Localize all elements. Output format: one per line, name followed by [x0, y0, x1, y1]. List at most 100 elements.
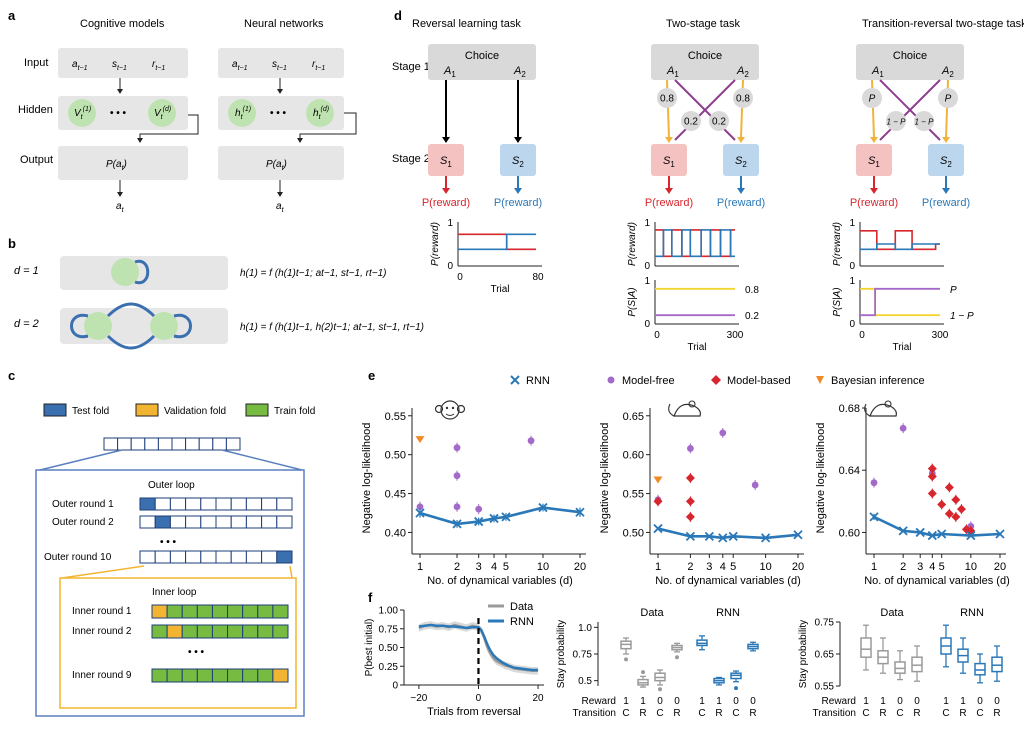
- model-free-point: [453, 444, 461, 452]
- y-axis-label: Negative log-likelihood: [361, 423, 373, 534]
- S2-label: S2: [512, 155, 524, 169]
- ytick-0: 0: [644, 319, 650, 330]
- ellipsis-nn: • • •: [270, 108, 287, 119]
- c-outer-round-2-label: Outer round 2: [52, 517, 114, 528]
- common-arrowhead-2: [737, 137, 745, 143]
- S1-label: S1: [868, 155, 880, 169]
- rnn-point: [728, 531, 738, 541]
- rat-icon: [668, 400, 701, 417]
- transition-arrowhead-1: [442, 137, 450, 143]
- box-iqr: [991, 656, 1003, 673]
- y-tick-label: 0.50: [623, 527, 644, 539]
- legend-label-rnn: RNN: [510, 616, 534, 628]
- c-outer-ellipsis: • • •: [160, 537, 177, 548]
- x-axis-label: No. of dynamical variables (d): [427, 575, 573, 587]
- rnn-line: [657, 527, 799, 540]
- choice-box: [651, 44, 759, 80]
- c-inner-round-9-fold-cell: [227, 668, 244, 683]
- d-task-diagrams: Choice A1 A2 S1 S2 P(reward) P(reward) Choice A1…: [422, 44, 970, 209]
- col2-title: Neural networks: [244, 18, 324, 30]
- reward-arrowhead-S2: [514, 188, 522, 194]
- b-cross-arc-bottom: [106, 334, 156, 350]
- input-s-nn: st−1: [272, 59, 287, 72]
- transition-value: C: [698, 708, 705, 719]
- c-outer-round-10-fold-cell: [200, 550, 217, 564]
- d-diagram-3: Choice A1 A2 S1 S2 P(reward) P(reward) P 1 − P 1 …: [850, 44, 970, 209]
- reward-value: 1: [863, 696, 869, 707]
- x-tick-label: 4: [720, 561, 726, 573]
- c-inner-loop-frame: [59, 577, 297, 709]
- x-tick-label: 1: [417, 561, 423, 573]
- group-title-data: Data: [640, 607, 664, 619]
- rnn-point: [898, 526, 908, 536]
- c-outer-round-10-fold-cell: [169, 550, 187, 564]
- reward-arrowhead-S1: [442, 188, 450, 194]
- c-dataset-fold-cell: [171, 437, 187, 451]
- legend-label-data: Data: [510, 601, 534, 613]
- x-tick-label: 3: [706, 561, 712, 573]
- series-line-rnn: [418, 623, 539, 672]
- c-inner-round-9-fold-cell: [196, 668, 213, 683]
- reward-value: 1: [960, 696, 966, 707]
- ellipsis-cog: • • •: [110, 108, 127, 119]
- model-based-point: [685, 512, 695, 522]
- xtick-80: 80: [532, 272, 544, 283]
- model-based-point: [927, 489, 937, 499]
- d-two-plots: 1 0 P(reward) 1 0 P(S|A) 0.8 0.2 0 300 Trial: [627, 218, 759, 353]
- reward-prob-line-red: [458, 233, 536, 251]
- x-tick-label: 20: [574, 561, 586, 573]
- transition-prob-circle: [914, 111, 934, 131]
- col1-title: Cognitive models: [80, 18, 165, 30]
- x-tick-label: 1: [655, 561, 661, 573]
- transition-prob-label: 0.2: [712, 117, 726, 128]
- c-dataset-fold-cell: [103, 437, 119, 451]
- c-inner-round-9-label: Inner round 9: [72, 670, 132, 681]
- c-outer-round-2-fold-cell: [154, 515, 171, 529]
- rnn-point: [995, 529, 1005, 539]
- A2-label: A2: [941, 65, 954, 79]
- x-tick-label: 3: [476, 561, 482, 573]
- panel-e: e RNN Model-free Model-based Bayesian infer…: [361, 368, 1010, 587]
- label-1-minus-P: 1 − P: [950, 311, 974, 322]
- panel-label-b: b: [8, 236, 16, 251]
- reward-value: 1: [943, 696, 949, 707]
- latent-V1-label: Vt(1): [74, 106, 91, 121]
- box-outlier: [675, 655, 679, 660]
- x-tick-label: 10: [965, 561, 977, 573]
- row-label-transition: Transition: [812, 708, 856, 719]
- model-based-point: [927, 464, 937, 474]
- legend-test-label: Test fold: [72, 406, 109, 417]
- output-P-nn: P(at): [266, 159, 287, 172]
- c-inner-ellipsis: • • •: [188, 647, 205, 658]
- c-inner-expand-lines: [61, 565, 293, 579]
- reward-prob-line-red: [655, 229, 735, 258]
- transition-value: C: [656, 708, 663, 719]
- c-inner-round-9-fold-cell: [211, 668, 229, 683]
- xtick-300: 300: [932, 330, 949, 341]
- y-tick-label: 0.5: [578, 676, 592, 687]
- d-title-transition-reversal: Transition-reversal two-stage task: [862, 18, 1024, 30]
- xtick-0: 0: [654, 330, 660, 341]
- xtick-300: 300: [727, 330, 744, 341]
- y-tick-label: 0.50: [385, 450, 406, 462]
- transition-value: C: [896, 708, 903, 719]
- y-label-preward: P(reward): [627, 222, 638, 266]
- transition-value: C: [862, 708, 869, 719]
- transition-prob-circle: [862, 88, 882, 108]
- label-P: P: [950, 285, 957, 296]
- c-outer-round-10-label: Outer round 10: [44, 552, 112, 563]
- c-inner-round-2-fold-cell: [151, 624, 168, 639]
- y-tick-label: 0.75: [573, 650, 593, 661]
- rnn-point: [869, 512, 879, 522]
- c-dataset-fold-cell: [144, 437, 159, 451]
- y-label-preward: P(reward): [430, 222, 441, 266]
- c-inner-round-1-fold-cell: [257, 604, 274, 619]
- model-free-point: [416, 503, 424, 511]
- rodent-tail: [864, 403, 871, 417]
- hidden-hd-label: ht(d): [313, 106, 329, 121]
- c-outer-round-2-fold-cell: [261, 515, 278, 529]
- ytick-0: 0: [849, 319, 855, 330]
- x-tick-label: 0: [476, 693, 482, 704]
- c-dataset-fold-cell: [198, 437, 214, 451]
